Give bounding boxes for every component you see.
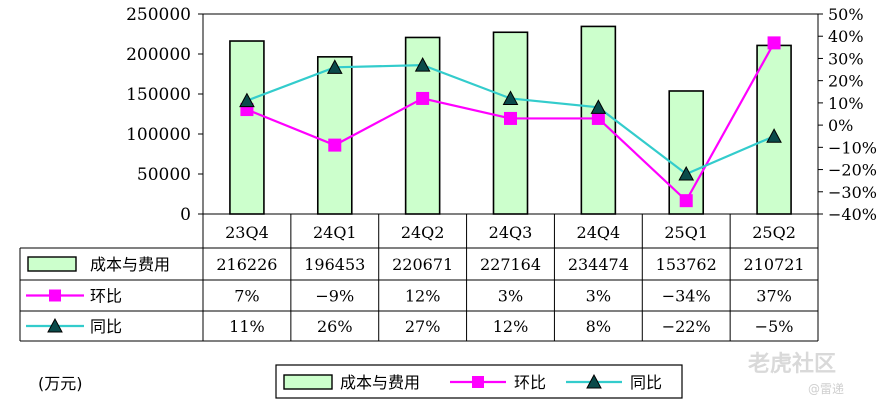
legend-label: 同比 bbox=[630, 373, 662, 392]
right-tick-label: −20% bbox=[828, 161, 877, 180]
bar-25Q1 bbox=[668, 90, 705, 215]
data-label: −34% bbox=[662, 287, 711, 306]
data-label: 220671 bbox=[392, 255, 453, 274]
line-series bbox=[239, 36, 782, 208]
right-tick-label: 0% bbox=[828, 116, 853, 135]
huanbi-point bbox=[591, 111, 605, 125]
right-axis: −40% −30% −20% −10% 0% 10% 20% 30% 40% 50% bbox=[818, 5, 877, 224]
watermark: 老虎社区 bbox=[748, 352, 837, 377]
data-label: 3% bbox=[586, 287, 611, 306]
data-label: 196453 bbox=[304, 255, 365, 274]
huanbi-point bbox=[679, 194, 693, 208]
left-tick-label: 150000 bbox=[126, 85, 191, 105]
data-label: 216226 bbox=[216, 255, 277, 274]
series-name: 成本与费用 bbox=[90, 255, 170, 274]
category-label: 24Q1 bbox=[313, 223, 357, 242]
data-label: 8% bbox=[586, 317, 611, 336]
data-label: 3% bbox=[498, 287, 523, 306]
data-label: 11% bbox=[229, 317, 265, 336]
left-tick-label: 100000 bbox=[126, 125, 191, 145]
watermark-handle: @雷递 bbox=[808, 382, 845, 396]
left-axis: 0 50000 100000 150000 200000 250000 bbox=[126, 5, 203, 225]
data-table: 23Q4 24Q1 24Q2 24Q3 24Q4 25Q1 25Q2 成本与费用 216226 1… bbox=[19, 214, 819, 342]
legend-label: 环比 bbox=[514, 373, 546, 392]
right-tick-label: −10% bbox=[828, 138, 877, 157]
data-label: −9% bbox=[315, 287, 354, 306]
legend: 成本与费用 环比 同比 bbox=[275, 364, 683, 399]
left-tick-label: 0 bbox=[180, 205, 191, 225]
right-tick-label: 20% bbox=[828, 72, 864, 91]
category-label: 24Q2 bbox=[401, 223, 445, 242]
data-label: 7% bbox=[234, 287, 259, 306]
category-label: 25Q2 bbox=[752, 223, 796, 242]
series-name: 环比 bbox=[90, 287, 122, 306]
data-label: 12% bbox=[405, 287, 441, 306]
category-label: 24Q4 bbox=[577, 223, 621, 242]
tongbi-point bbox=[239, 92, 255, 108]
right-tick-label: 30% bbox=[828, 49, 864, 68]
bar-23Q4 bbox=[229, 40, 265, 215]
unit-label: (万元) bbox=[38, 374, 83, 393]
data-label: 26% bbox=[317, 317, 353, 336]
data-label: 12% bbox=[493, 317, 529, 336]
tongbi-point bbox=[326, 59, 343, 74]
tongbi-point bbox=[502, 90, 519, 105]
category-label: 25Q1 bbox=[664, 223, 708, 242]
huanbi-point bbox=[767, 36, 781, 50]
legend-key-bar bbox=[283, 374, 333, 390]
data-label: 227164 bbox=[480, 255, 541, 274]
huanbi-point bbox=[328, 138, 342, 152]
data-label: 210721 bbox=[744, 255, 805, 274]
right-tick-label: −30% bbox=[828, 183, 877, 202]
legend-label: 成本与费用 bbox=[340, 373, 420, 392]
bar-24Q1 bbox=[316, 56, 353, 215]
left-tick-label: 50000 bbox=[137, 165, 191, 185]
left-tick-label: 250000 bbox=[126, 5, 191, 25]
table-key-marker bbox=[49, 289, 61, 302]
data-label: 153762 bbox=[656, 255, 717, 274]
left-tick-label: 200000 bbox=[126, 45, 191, 65]
category-label: 24Q3 bbox=[489, 223, 533, 242]
huanbi-point bbox=[416, 91, 430, 105]
right-tick-label: 50% bbox=[828, 5, 864, 24]
data-label: 37% bbox=[756, 287, 792, 306]
data-label: −5% bbox=[755, 317, 794, 336]
tongbi-point bbox=[414, 57, 431, 72]
tongbi-point bbox=[766, 128, 782, 143]
legend-key-marker bbox=[586, 373, 602, 389]
data-label: −22% bbox=[662, 317, 711, 336]
category-label: 23Q4 bbox=[225, 223, 269, 242]
tongbi-point bbox=[678, 165, 695, 181]
table-key-marker bbox=[47, 317, 63, 333]
right-tick-label: 10% bbox=[828, 94, 864, 113]
data-label: 234474 bbox=[568, 255, 629, 274]
series-name: 同比 bbox=[90, 317, 122, 336]
right-tick-label: 40% bbox=[828, 27, 864, 46]
data-label: 27% bbox=[405, 317, 441, 336]
huanbi-point bbox=[504, 111, 517, 125]
tongbi-point bbox=[590, 99, 607, 114]
legend-key-marker bbox=[472, 376, 484, 388]
right-tick-label: −40% bbox=[828, 205, 877, 224]
table-key-bar bbox=[27, 256, 77, 272]
